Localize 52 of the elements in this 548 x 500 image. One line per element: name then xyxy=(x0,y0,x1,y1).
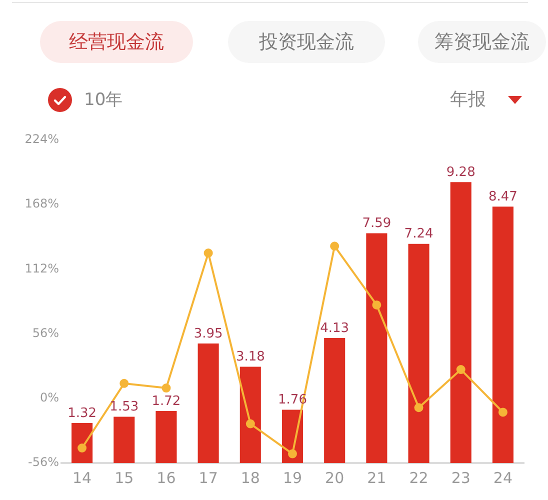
x-tick-label: 24 xyxy=(493,468,512,487)
point xyxy=(204,248,213,258)
data-label: 1.32 xyxy=(68,406,97,421)
data-label: 7.59 xyxy=(362,216,392,232)
text: 10年 xyxy=(84,89,123,111)
y-tick-label: 112% xyxy=(24,261,59,276)
data-label: 3.95 xyxy=(194,326,223,342)
x-tick-label: 16 xyxy=(156,468,176,487)
point xyxy=(330,242,340,251)
y-tick-label: -56% xyxy=(28,455,59,470)
chart-title: 经营现金流 xyxy=(69,30,164,55)
data-label: 7.24 xyxy=(404,226,434,242)
bar xyxy=(198,343,219,463)
data-label: 3.18 xyxy=(236,350,265,365)
point xyxy=(78,444,87,453)
x-tick-label: 21 xyxy=(367,468,386,487)
point xyxy=(372,300,382,310)
text: 年报 xyxy=(450,89,486,111)
bar xyxy=(366,233,388,463)
data-label: 9.28 xyxy=(446,165,476,180)
data-label: 8.47 xyxy=(488,190,518,205)
point xyxy=(120,378,129,388)
data-label: 1.53 xyxy=(110,400,139,415)
point xyxy=(498,408,508,417)
bar xyxy=(450,182,472,463)
y-tick-label: 168% xyxy=(24,196,59,211)
text: 投资现金流 xyxy=(259,30,354,55)
y-tick-label: 0% xyxy=(40,390,59,405)
bar xyxy=(114,416,135,463)
data-label: 4.13 xyxy=(320,320,350,336)
x-tick-label: 18 xyxy=(240,468,260,487)
bar xyxy=(240,366,261,463)
x-tick-label: 22 xyxy=(409,468,428,487)
bar xyxy=(156,410,177,463)
point xyxy=(246,419,255,428)
point xyxy=(162,384,171,393)
x-tick-label: 19 xyxy=(282,468,302,487)
x-tick-label: 15 xyxy=(114,468,134,487)
x-tick-label: 17 xyxy=(198,468,218,487)
point xyxy=(414,403,424,412)
bar xyxy=(324,338,346,463)
point xyxy=(456,365,466,374)
x-tick-label: 20 xyxy=(325,468,344,487)
y-tick-label: 56% xyxy=(32,326,59,340)
bar xyxy=(492,206,514,463)
x-tick-label: 14 xyxy=(72,468,92,487)
text: 筹资现金流 xyxy=(434,30,530,55)
y-tick-label: 224% xyxy=(24,132,59,146)
data-label: 1.72 xyxy=(152,394,181,409)
bar xyxy=(408,244,430,463)
x-tick-label: 23 xyxy=(451,468,470,487)
point xyxy=(288,449,297,458)
